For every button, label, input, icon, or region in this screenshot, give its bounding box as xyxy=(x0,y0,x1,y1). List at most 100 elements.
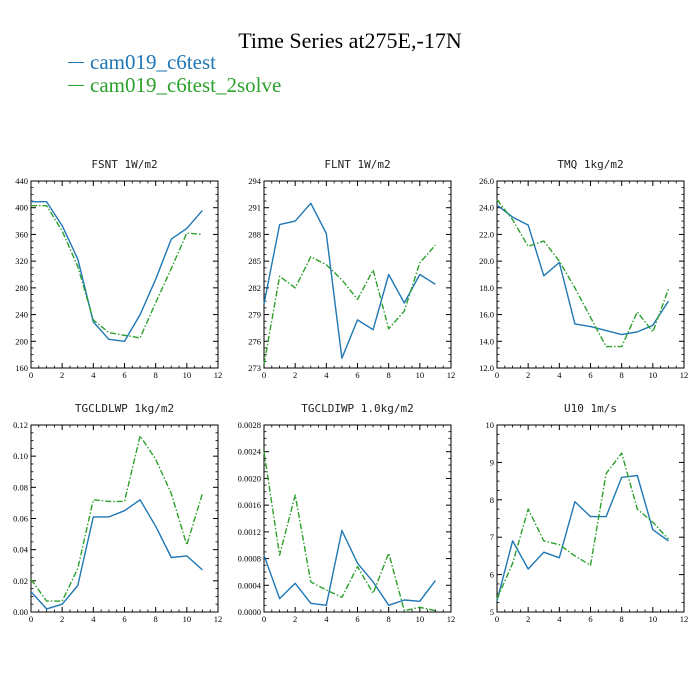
x-tick-label: 0 xyxy=(29,370,33,380)
x-tick-label: 6 xyxy=(355,370,359,380)
series-line-0 xyxy=(496,204,669,336)
series-line-0 xyxy=(496,474,669,601)
x-tick-label: 2 xyxy=(293,370,297,380)
x-tick-label: 4 xyxy=(324,614,329,624)
x-tick-label: 4 xyxy=(91,614,96,624)
y-tick-label: 0.02 xyxy=(13,576,28,586)
plot-frame xyxy=(263,424,452,613)
legend-swatch-0 xyxy=(68,62,84,63)
x-tick-label: 4 xyxy=(557,614,562,624)
y-tick-label: 279 xyxy=(248,310,261,320)
y-tick-label: 0.0012 xyxy=(238,527,261,537)
y-tick-label: 0.12 xyxy=(13,420,28,430)
x-tick-label: 12 xyxy=(680,614,689,624)
y-tick-label: 294 xyxy=(248,176,262,186)
x-tick-label: 2 xyxy=(60,614,64,624)
x-tick-label: 8 xyxy=(620,614,624,624)
y-tick-label: 360 xyxy=(15,229,28,239)
x-tick-label: 6 xyxy=(588,370,592,380)
y-tick-label: 282 xyxy=(248,283,261,293)
y-tick-label: 288 xyxy=(248,229,261,239)
x-tick-label: 0 xyxy=(262,370,266,380)
y-tick-label: 276 xyxy=(248,336,261,346)
x-tick-label: 4 xyxy=(91,370,96,380)
legend-swatch-1 xyxy=(68,85,84,86)
y-tick-label: 400 xyxy=(15,203,28,213)
y-tick-label: 0.0008 xyxy=(238,554,261,564)
x-tick-label: 0 xyxy=(495,370,499,380)
x-tick-label: 10 xyxy=(649,370,658,380)
y-tick-label: 18.0 xyxy=(479,283,494,293)
y-tick-label: 8 xyxy=(490,495,494,505)
x-tick-label: 6 xyxy=(355,614,359,624)
y-tick-label: 0.0020 xyxy=(238,473,261,483)
y-tick-label: 16.0 xyxy=(479,310,494,320)
x-tick-label: 4 xyxy=(324,370,329,380)
series-line-1 xyxy=(496,452,669,600)
x-tick-label: 12 xyxy=(214,370,223,380)
x-tick-label: 10 xyxy=(183,370,192,380)
series-line-1 xyxy=(30,435,204,602)
y-tick-label: 24.0 xyxy=(479,203,494,213)
chart-title: TGCLDLWP 1kg/m2 xyxy=(75,402,174,415)
series-line-0 xyxy=(30,499,203,610)
y-tick-label: 5 xyxy=(490,607,494,617)
chart-title: FLNT 1W/m2 xyxy=(324,158,390,171)
y-tick-label: 20.0 xyxy=(479,256,494,266)
x-tick-label: 10 xyxy=(416,614,425,624)
y-tick-label: 273 xyxy=(248,363,261,373)
y-tick-label: 9 xyxy=(490,457,494,467)
y-tick-label: 14.0 xyxy=(479,336,494,346)
plot-frame xyxy=(496,180,685,369)
chart-title: TGCLDIWP 1.0kg/m2 xyxy=(301,402,414,415)
y-tick-label: 22.0 xyxy=(479,229,494,239)
x-tick-label: 0 xyxy=(29,614,33,624)
x-tick-label: 8 xyxy=(387,614,391,624)
y-tick-label: 0.0004 xyxy=(238,580,262,590)
chart-title: U10 1m/s xyxy=(564,402,617,415)
page-title: Time Series at275E,-17N xyxy=(238,28,462,53)
series-line-1 xyxy=(31,204,203,339)
y-tick-label: 200 xyxy=(15,336,28,346)
y-tick-label: 0.06 xyxy=(13,514,28,524)
x-tick-label: 12 xyxy=(680,370,689,380)
x-tick-label: 10 xyxy=(183,614,192,624)
series-line-0 xyxy=(263,529,436,606)
x-tick-label: 0 xyxy=(262,614,266,624)
x-tick-label: 12 xyxy=(447,370,456,380)
y-tick-label: 0.0000 xyxy=(238,607,261,617)
y-tick-label: 12.0 xyxy=(479,363,494,373)
x-tick-label: 4 xyxy=(557,370,562,380)
legend-item-0: cam019_c6test xyxy=(68,50,216,75)
series-line-0 xyxy=(31,200,203,342)
y-tick-label: 160 xyxy=(15,363,28,373)
y-tick-label: 0.10 xyxy=(13,451,28,461)
y-tick-label: 291 xyxy=(248,203,261,213)
x-tick-label: 12 xyxy=(214,614,223,624)
x-tick-label: 10 xyxy=(416,370,425,380)
chart-title: FSNT 1W/m2 xyxy=(91,158,157,171)
x-tick-label: 0 xyxy=(495,614,499,624)
legend-item-1: cam019_c6test_2solve xyxy=(68,73,281,98)
x-tick-label: 2 xyxy=(526,370,530,380)
y-tick-label: 10 xyxy=(486,420,495,430)
legend-label-0: cam019_c6test xyxy=(90,50,216,74)
series-line-0 xyxy=(263,202,436,359)
x-tick-label: 2 xyxy=(60,370,64,380)
y-tick-label: 240 xyxy=(15,310,28,320)
x-tick-label: 10 xyxy=(649,614,658,624)
plot-frame xyxy=(263,180,452,369)
plot-frame xyxy=(30,424,219,613)
x-tick-label: 8 xyxy=(387,370,391,380)
y-tick-label: 7 xyxy=(490,532,494,542)
y-tick-label: 320 xyxy=(15,256,28,266)
y-tick-label: 0.0016 xyxy=(238,500,261,510)
y-tick-label: 440 xyxy=(15,176,28,186)
x-tick-label: 8 xyxy=(154,614,158,624)
y-tick-label: 26.0 xyxy=(479,176,494,186)
series-line-1 xyxy=(496,199,670,348)
x-tick-label: 8 xyxy=(154,370,158,380)
y-tick-label: 0.04 xyxy=(13,545,29,555)
x-tick-label: 2 xyxy=(293,614,297,624)
